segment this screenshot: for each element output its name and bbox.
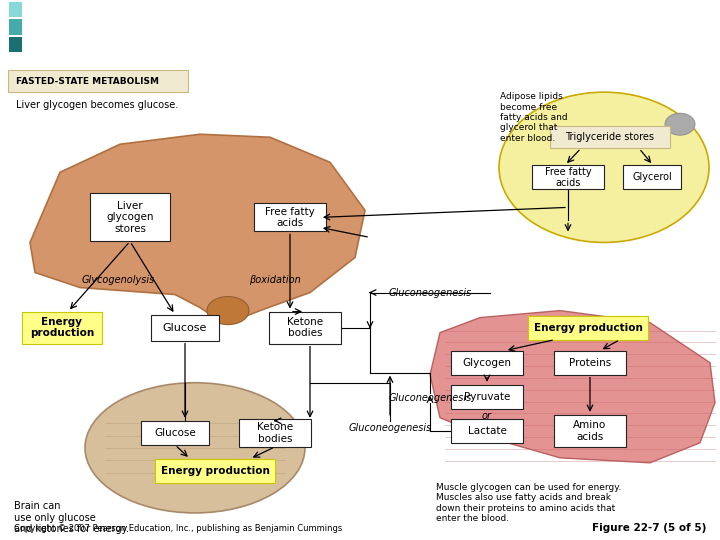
FancyBboxPatch shape <box>269 312 341 343</box>
FancyBboxPatch shape <box>151 315 219 341</box>
Bar <box>9 2 22 17</box>
Text: Gluconeogenesis: Gluconeogenesis <box>388 393 472 403</box>
Polygon shape <box>30 134 365 321</box>
Text: Ketone
bodies: Ketone bodies <box>257 422 293 443</box>
Text: βoxidation: βoxidation <box>249 274 301 285</box>
FancyBboxPatch shape <box>554 415 626 447</box>
Ellipse shape <box>665 113 695 135</box>
FancyBboxPatch shape <box>451 419 523 443</box>
Text: Figure 22-7 (5 of 5): Figure 22-7 (5 of 5) <box>592 523 706 533</box>
Text: Proteins: Proteins <box>569 357 611 368</box>
Text: FASTED-STATE METABOLISM: FASTED-STATE METABOLISM <box>16 77 159 86</box>
FancyBboxPatch shape <box>451 350 523 375</box>
Text: Pyruvate: Pyruvate <box>464 392 510 402</box>
Text: Adipose lipids
become free
fatty acids and
glycerol that
enter blood.: Adipose lipids become free fatty acids a… <box>500 92 567 143</box>
Ellipse shape <box>207 296 249 325</box>
Text: Gluconeogenesis: Gluconeogenesis <box>388 287 472 298</box>
FancyBboxPatch shape <box>554 350 626 375</box>
FancyBboxPatch shape <box>155 459 275 483</box>
Text: Gluconeogenesis: Gluconeogenesis <box>348 423 431 433</box>
Text: Fasted-State Metabolism: Fasted-State Metabolism <box>35 24 368 49</box>
Text: Copyright © 2007 Pearson Education, Inc., publishing as Benjamin Cummings: Copyright © 2007 Pearson Education, Inc.… <box>14 524 342 533</box>
Text: Energy
production: Energy production <box>30 317 94 339</box>
Text: Energy production: Energy production <box>534 322 642 333</box>
FancyBboxPatch shape <box>528 315 648 340</box>
Bar <box>9 37 22 52</box>
Text: Free fatty
acids: Free fatty acids <box>265 207 315 228</box>
FancyBboxPatch shape <box>623 165 681 190</box>
FancyBboxPatch shape <box>550 126 670 149</box>
Text: Ketone
bodies: Ketone bodies <box>287 317 323 339</box>
FancyBboxPatch shape <box>532 165 604 190</box>
Text: Energy production: Energy production <box>161 466 269 476</box>
Text: Glucose: Glucose <box>154 428 196 438</box>
FancyBboxPatch shape <box>141 421 209 445</box>
Text: Muscle glycogen can be used for energy.
Muscles also use fatty acids and break
d: Muscle glycogen can be used for energy. … <box>436 483 621 523</box>
FancyBboxPatch shape <box>90 193 170 241</box>
Text: Lactate: Lactate <box>467 426 506 436</box>
Text: Brain can
use only glucose
and ketones for energy.: Brain can use only glucose and ketones f… <box>14 501 129 534</box>
Ellipse shape <box>85 383 305 513</box>
FancyBboxPatch shape <box>451 384 523 409</box>
Text: Liver glycogen becomes glucose.: Liver glycogen becomes glucose. <box>16 100 179 110</box>
FancyBboxPatch shape <box>254 204 326 232</box>
FancyBboxPatch shape <box>239 419 311 447</box>
Ellipse shape <box>499 92 709 242</box>
Text: Free fatty
acids: Free fatty acids <box>545 166 591 188</box>
Text: Triglyceride stores: Triglyceride stores <box>565 132 654 142</box>
FancyBboxPatch shape <box>8 70 188 92</box>
Text: Amino
acids: Amino acids <box>573 420 607 442</box>
Text: Glycogen: Glycogen <box>462 357 511 368</box>
Text: or: or <box>482 411 492 421</box>
Bar <box>9 19 22 35</box>
Text: Liver
glycogen
stores: Liver glycogen stores <box>107 201 154 234</box>
Text: Glucose: Glucose <box>163 322 207 333</box>
FancyBboxPatch shape <box>22 312 102 343</box>
Polygon shape <box>430 310 715 463</box>
Text: Glycogenolysis: Glycogenolysis <box>81 274 155 285</box>
Text: Glycerol: Glycerol <box>632 172 672 183</box>
